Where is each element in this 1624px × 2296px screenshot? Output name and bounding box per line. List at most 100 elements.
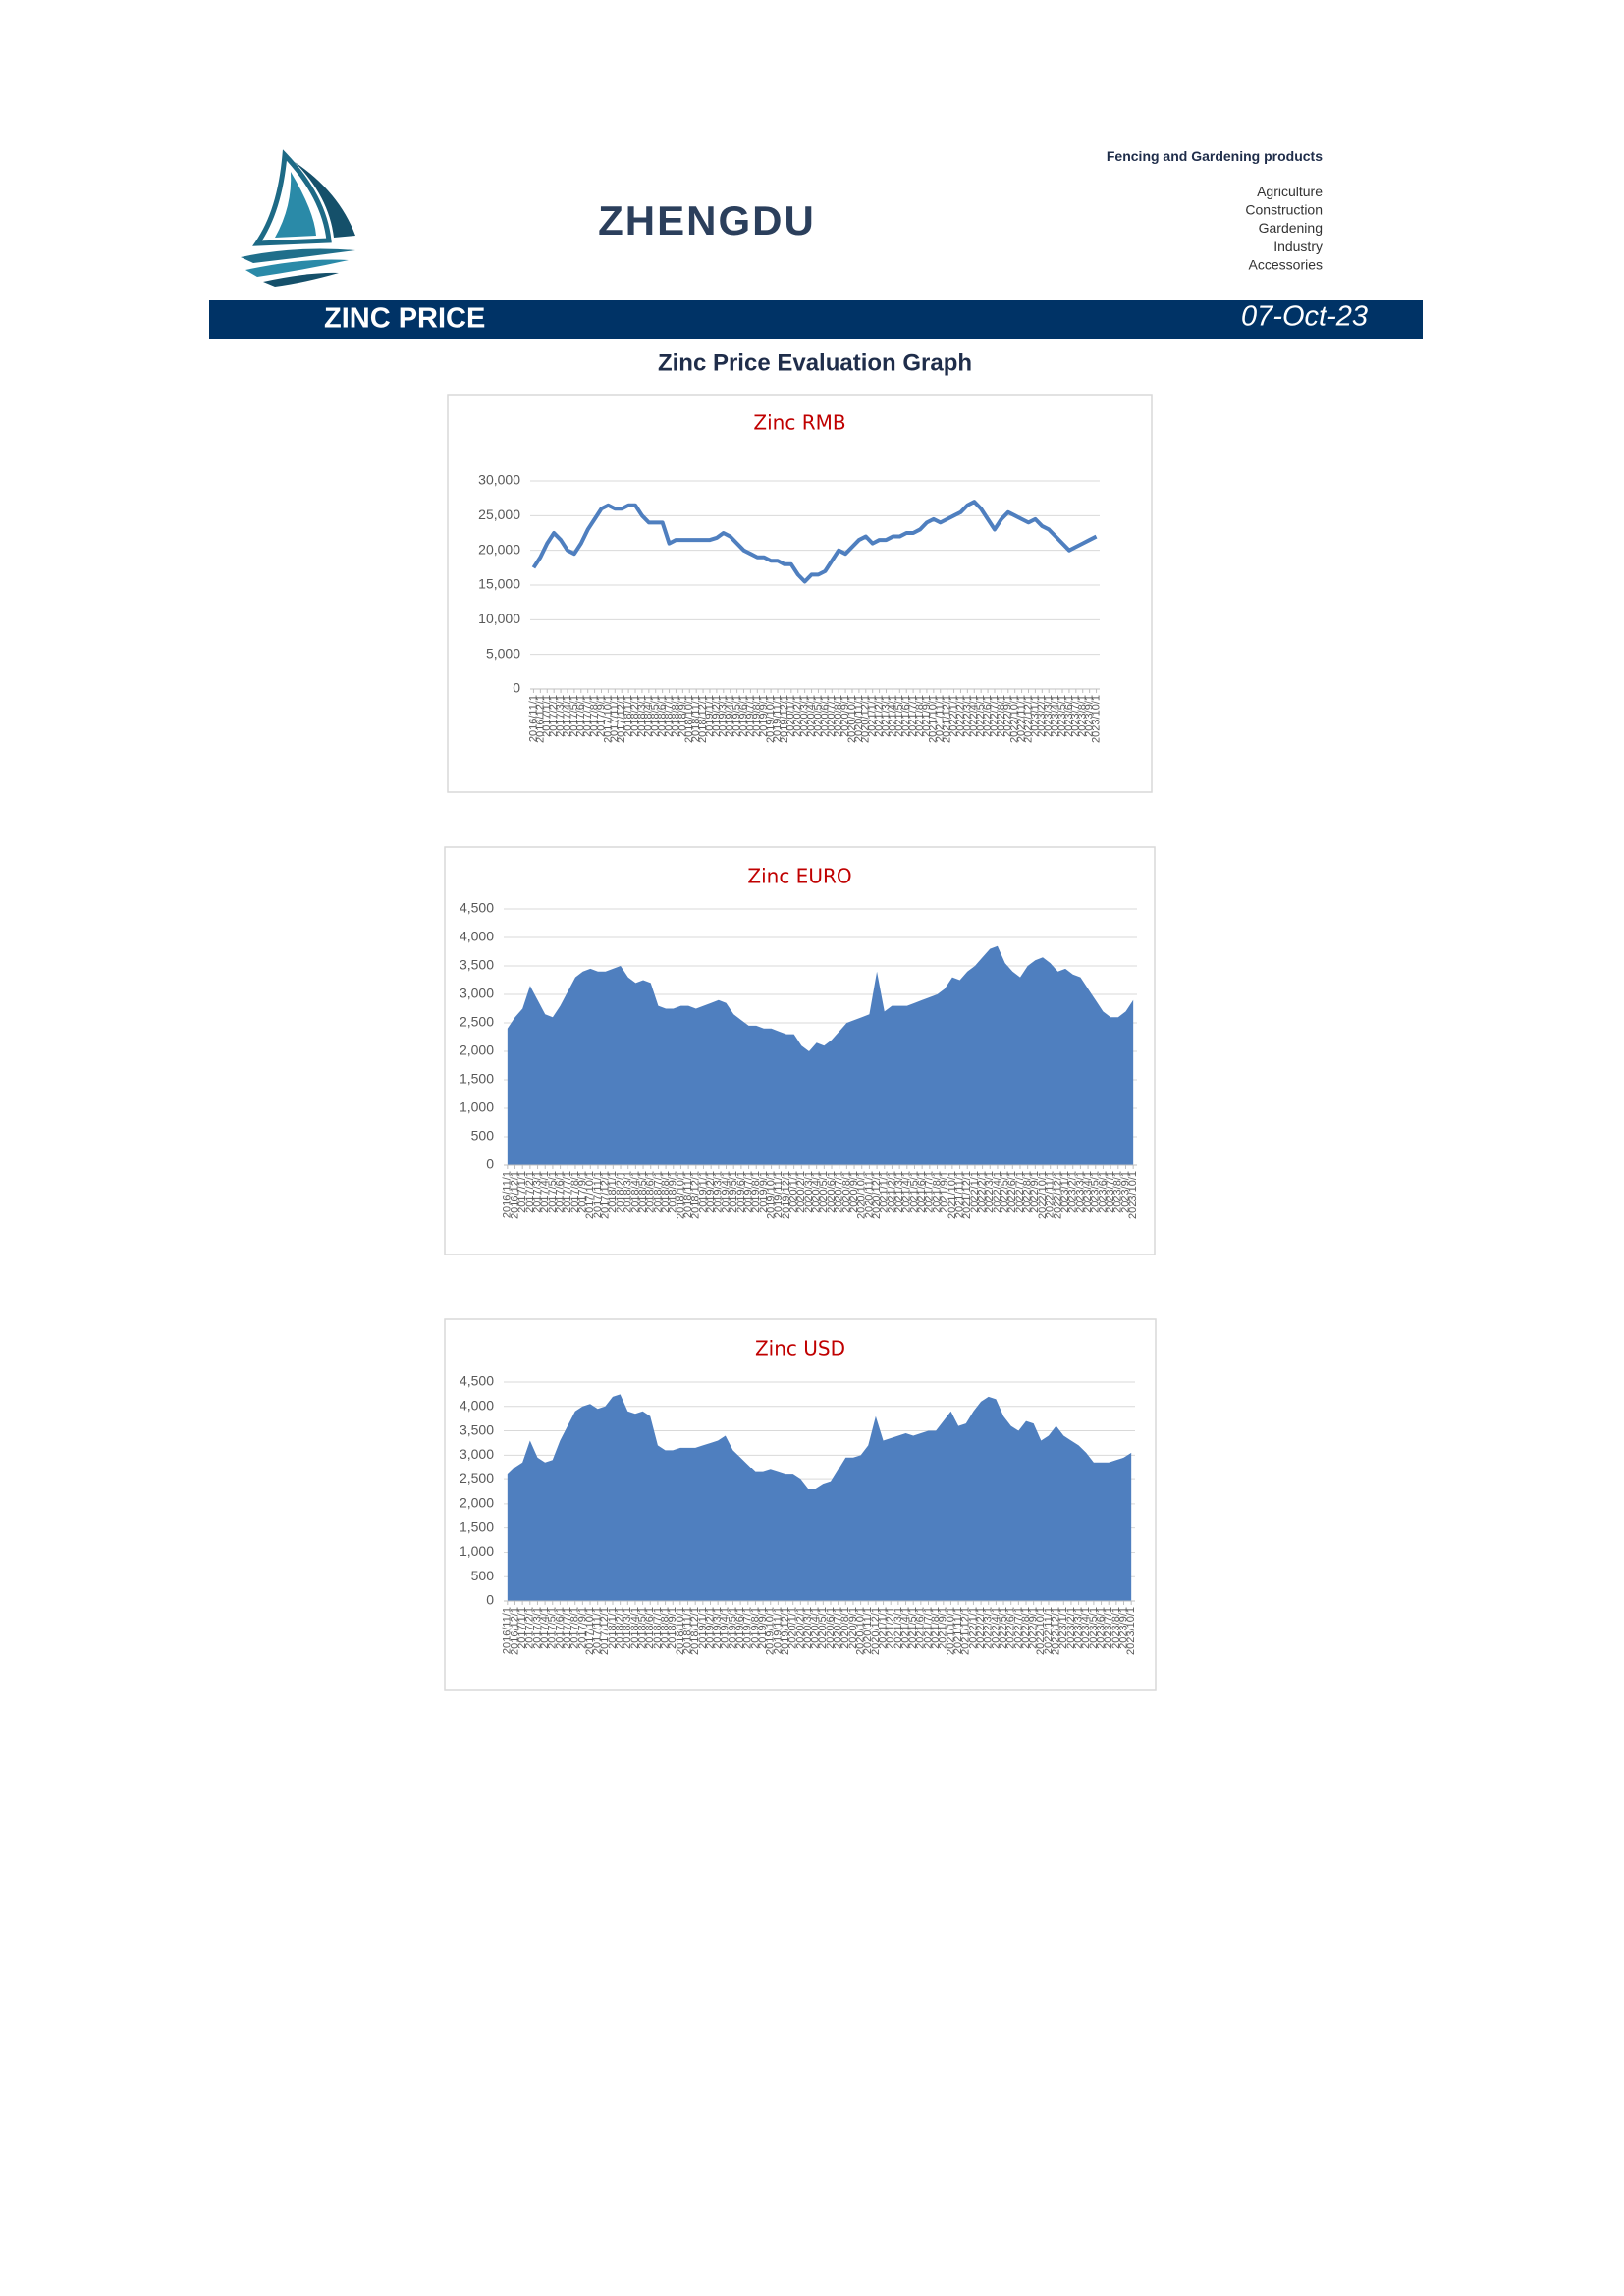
x-tick-label: 2017/12/1: [600, 1171, 612, 1219]
x-tick-label: 2016/11/1: [502, 1607, 514, 1654]
x-tick-label: 2021/11/1: [952, 1607, 964, 1654]
x-tick-label: 2020/5/1: [812, 695, 824, 737]
x-tick-label: 2023/9/1: [1117, 1607, 1129, 1649]
banner-date: 07-Oct-23: [1241, 301, 1368, 333]
x-tick-label: 2023/5/1: [1056, 695, 1068, 737]
x-tick-label: 2023/10/1: [1090, 695, 1102, 743]
x-tick-label: 2019/2/1: [704, 1607, 716, 1649]
y-tick-label: 10,000: [478, 611, 520, 626]
x-tick-label: 2017/9/1: [595, 695, 607, 737]
x-tick-label: 2018/4/1: [629, 1607, 641, 1649]
x-tick-label: 2020/12/1: [860, 695, 872, 743]
x-tick-label: 2021/12/1: [942, 695, 953, 743]
product: Accessories: [1249, 256, 1323, 272]
x-tick-label: 2018/7/1: [652, 1607, 664, 1649]
x-tick-label: 2020/3/1: [802, 1607, 814, 1649]
x-tick-label: 2018/6/1: [644, 1607, 656, 1649]
x-tick-label: 2017/2/1: [548, 695, 560, 737]
x-tick-label: 2021/11/1: [953, 1171, 965, 1218]
x-tick-label: 2019/7/1: [744, 695, 756, 737]
banner: [209, 300, 1423, 339]
x-tick-label: 2022/2/1: [954, 695, 966, 737]
x-tick-label: 2022/8/1: [1020, 1607, 1032, 1649]
x-tick-label: 2019/6/1: [737, 695, 749, 737]
x-tick-label: 2018/2/1: [615, 1171, 626, 1213]
product: Gardening: [1259, 220, 1323, 236]
x-tick-label: 2023/5/1: [1090, 1171, 1102, 1213]
x-tick-label: 2021/7/1: [922, 1607, 934, 1649]
x-tick-label: 2019/11/1: [772, 695, 784, 742]
x-tick-label: 2021/10/1: [945, 1607, 956, 1655]
x-tick-label: 2023/4/1: [1082, 1171, 1094, 1213]
x-tick-label: 2019/12/1: [779, 695, 790, 743]
x-tick-label: 2020/4/1: [810, 1607, 822, 1649]
x-tick-label: 2022/4/1: [990, 1607, 1001, 1649]
y-tick-label: 20,000: [478, 541, 520, 557]
x-tick-label: 2020/10/1: [846, 695, 858, 743]
x-tick-label: 2018/9/1: [668, 1171, 679, 1213]
x-tick-label: 2020/6/1: [819, 695, 831, 737]
x-tick-label: 2023/6/1: [1063, 695, 1075, 737]
x-tick-label: 2020/11/1: [853, 695, 865, 742]
x-tick-label: 2020/3/1: [799, 695, 811, 737]
x-tick-label: 2018/12/1: [689, 1607, 701, 1655]
x-tick-label: 2019/5/1: [727, 1607, 738, 1649]
x-tick-label: 2020/2/1: [792, 695, 804, 737]
x-tick-label: 2023/2/1: [1065, 1607, 1077, 1649]
x-tick-label: 2017/7/1: [582, 695, 594, 737]
chart: Zinc USD 0 500 1,000 1,500 2,000 2,500 3,000 3,5…: [444, 1318, 1157, 1691]
x-tick-label: 2018/4/1: [629, 1171, 641, 1213]
x-tick-label: 2019/8/1: [749, 1607, 761, 1649]
x-tick-label: 2019/3/1: [713, 1171, 725, 1213]
x-tick-label: 2019/9/1: [758, 1171, 770, 1213]
x-tick-label: 2022/11/1: [1016, 695, 1028, 742]
x-tick-label: 2020/5/1: [818, 1171, 830, 1213]
x-tick-label: 2023/9/1: [1084, 695, 1096, 737]
chart-title: Zinc USD: [755, 1337, 845, 1361]
x-tick-label: 2017/9/1: [576, 1607, 588, 1649]
x-tick-label: 2019/7/1: [742, 1171, 754, 1213]
x-tick-label: 2018/6/1: [657, 695, 669, 737]
x-tick-label: 2016/12/1: [534, 695, 546, 743]
y-tick-label: 0: [513, 680, 520, 696]
x-tick-label: 2019/9/1: [758, 695, 770, 737]
x-tick-label: 2016/12/1: [509, 1171, 520, 1219]
x-tick-label: 2019/4/1: [725, 695, 736, 737]
x-tick-label: 2023/1/1: [1059, 1171, 1071, 1213]
y-tick-label: 500: [471, 1128, 495, 1144]
x-tick-label: 2022/4/1: [992, 1171, 1003, 1213]
x-tick-label: 2023/5/1: [1088, 1607, 1100, 1649]
x-tick-label: 2016/12/1: [509, 1607, 520, 1655]
x-tick-label: 2022/8/1: [1022, 1171, 1034, 1213]
x-tick-label: 2022/3/1: [984, 1171, 996, 1213]
x-tick-label: 2018/10/1: [675, 1607, 686, 1655]
x-tick-label: 2021/8/1: [930, 1607, 942, 1649]
x-tick-label: 2017/1/1: [516, 1607, 528, 1649]
x-tick-label: 2023/8/1: [1112, 1171, 1124, 1213]
x-tick-label: 2023/8/1: [1077, 695, 1089, 737]
x-tick-label: 2019/6/1: [734, 1607, 746, 1649]
x-tick-label: 2020/11/1: [863, 1171, 875, 1218]
x-tick-label: 2020/1/1: [785, 695, 797, 737]
company-name: ZHENGDU: [598, 197, 816, 243]
y-tick-label: 2,500: [460, 1470, 494, 1486]
x-tick-label: 2018/11/1: [690, 695, 702, 742]
x-tick-label: 2021/3/1: [893, 1171, 905, 1213]
x-tick-label: 2018/8/1: [659, 1607, 671, 1649]
y-tick-label: 5,000: [486, 645, 520, 661]
x-tick-label: 2023/3/1: [1072, 1607, 1084, 1649]
y-tick-label: 25,000: [478, 507, 520, 522]
x-tick-label: 2018/11/1: [682, 1171, 694, 1218]
x-tick-label: 2020/1/1: [787, 1607, 799, 1649]
x-tick-label: 2023/7/1: [1105, 1171, 1116, 1213]
y-tick-label: 4,500: [460, 900, 494, 916]
x-tick-label: 2023/10/1: [1125, 1607, 1137, 1655]
price-line: [531, 500, 1098, 584]
x-tick-label: 2019/1/1: [697, 1607, 709, 1649]
x-tick-label: 2016/11/1: [527, 695, 539, 742]
x-tick-label: 2017/1/1: [541, 695, 553, 737]
x-tick-label: 2019/11/1: [773, 1171, 785, 1218]
x-tick-label: 2022/3/1: [983, 1607, 995, 1649]
x-tick-label: 2020/3/1: [803, 1171, 815, 1213]
